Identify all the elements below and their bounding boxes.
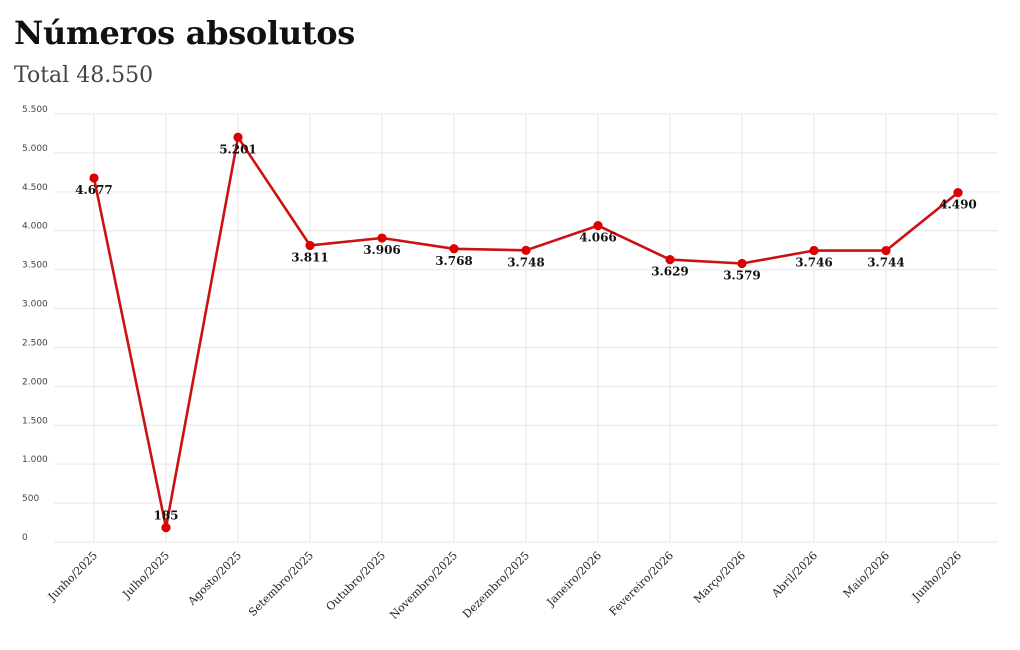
x-tick-label: Setembro/2025 <box>246 549 316 619</box>
data-label: 4.677 <box>75 183 113 197</box>
y-tick-label: 4.000 <box>22 222 48 232</box>
x-tick-label: Novembro/2025 <box>387 549 460 622</box>
data-label: 3.744 <box>867 256 905 270</box>
y-tick-label: 0 <box>22 533 28 543</box>
y-tick-label: 2.500 <box>22 338 48 348</box>
x-tick-label: Janeiro/2026 <box>544 549 605 610</box>
data-label: 3.629 <box>651 265 689 279</box>
data-point <box>89 173 99 183</box>
chart-title: Números absolutos <box>14 14 356 52</box>
data-point <box>233 132 243 142</box>
data-points <box>89 132 963 533</box>
y-tick-label: 2.000 <box>22 377 48 387</box>
x-tick-label: Outubro/2025 <box>324 549 389 614</box>
y-tick-label: 5.500 <box>22 105 48 115</box>
data-point <box>665 254 675 265</box>
data-point <box>881 246 891 256</box>
data-point <box>953 187 963 198</box>
y-tick-label: 3.500 <box>22 261 48 271</box>
x-tick-label: Julho/2025 <box>119 549 172 602</box>
data-point <box>449 244 459 254</box>
x-tick-label: Junho/2026 <box>909 549 964 604</box>
data-label: 4.490 <box>939 198 977 212</box>
data-label: 3.811 <box>291 250 329 264</box>
y-tick-label: 5.000 <box>22 144 48 154</box>
data-point <box>593 220 603 231</box>
x-tick-label: Fevereiro/2026 <box>607 549 676 618</box>
data-point <box>161 523 171 533</box>
data-label: 5.201 <box>219 142 257 156</box>
x-tick-label: Dezembro/2025 <box>460 549 532 621</box>
data-point <box>377 233 387 243</box>
x-tick-label: Maio/2026 <box>841 549 892 600</box>
x-tick-label: Março/2026 <box>691 549 748 606</box>
y-tick-label: 500 <box>22 494 39 504</box>
chart-subtitle: Total 48.550 <box>14 63 154 88</box>
y-tick-label: 1.000 <box>22 455 48 465</box>
data-label: 185 <box>153 509 178 523</box>
data-point <box>737 258 747 269</box>
data-point <box>305 240 315 251</box>
data-label: 3.748 <box>507 255 545 269</box>
x-tick-label: Agosto/2025 <box>185 549 244 608</box>
data-label: 3.746 <box>795 255 833 269</box>
y-axis-ticks: 0 500 1.000 1.500 2.000 2.500 3.000 3.500 4.000 4… <box>22 105 48 543</box>
data-point <box>809 245 819 256</box>
data-label: 3.768 <box>435 254 473 268</box>
grid-lines <box>54 113 998 543</box>
x-axis-ticks: Junho/2025 Julho/2025 Agosto/2025 Setembro/… <box>45 549 964 622</box>
data-labels: 4.677 185 5.201 3.811 3.906 3.768 3.748 4.066 3.… <box>75 142 977 522</box>
data-label: 3.579 <box>723 268 761 282</box>
y-tick-label: 3.000 <box>22 300 48 310</box>
data-label: 4.066 <box>579 231 617 245</box>
y-tick-label: 1.500 <box>22 416 48 426</box>
y-tick-label: 4.500 <box>22 183 48 193</box>
x-tick-label: Abril/2026 <box>769 549 821 601</box>
x-tick-label: Junho/2025 <box>45 549 100 604</box>
data-label: 3.906 <box>363 243 401 257</box>
data-point <box>521 245 531 255</box>
